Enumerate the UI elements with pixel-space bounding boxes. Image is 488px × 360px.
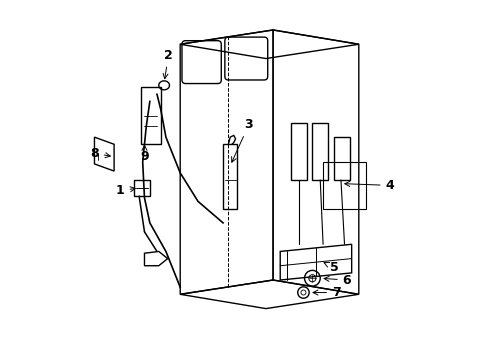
Text: 3: 3: [231, 118, 253, 162]
Text: 1: 1: [116, 184, 135, 197]
Text: 8: 8: [90, 147, 110, 160]
Text: 6: 6: [324, 274, 351, 287]
Text: 5: 5: [324, 261, 338, 274]
Text: 4: 4: [344, 179, 393, 192]
Text: 2: 2: [163, 49, 173, 79]
Text: 9: 9: [140, 145, 148, 163]
Text: 7: 7: [312, 286, 340, 299]
